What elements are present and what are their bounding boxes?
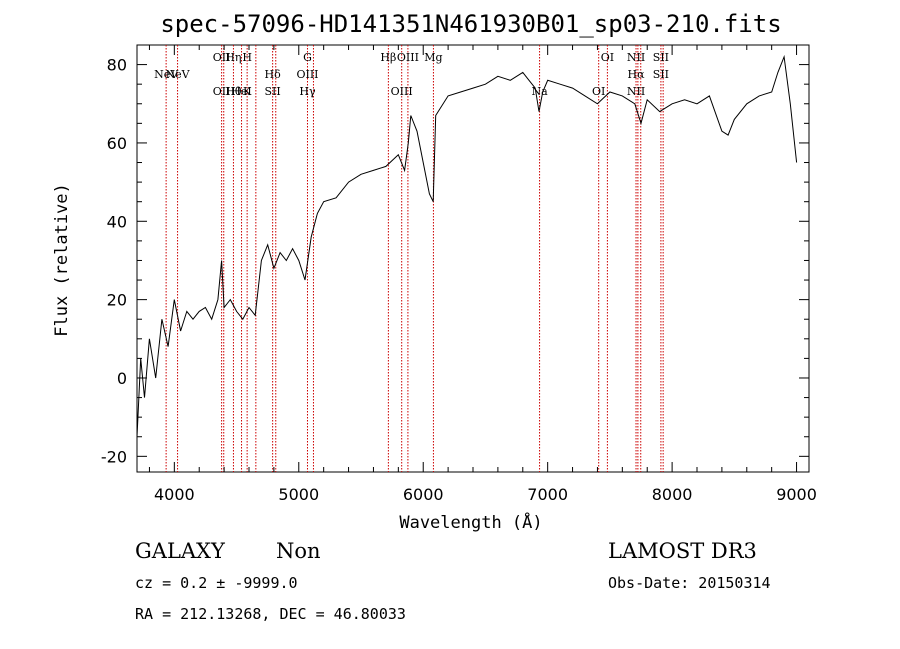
x-tick-label: 9000 [776, 485, 817, 504]
y-tick-label: 40 [107, 212, 127, 231]
line-marker-label: SII [653, 68, 669, 81]
line-marker-label: Hη [225, 51, 241, 64]
subclass-label: Non [276, 539, 321, 563]
line-marker-label: OII [213, 51, 231, 64]
y-tick-label: -20 [101, 447, 127, 466]
line-marker-label: OIII [397, 51, 419, 64]
y-tick-label: 20 [107, 291, 127, 310]
y-tick-label: 80 [107, 56, 127, 75]
spectrum-series-line [136, 54, 798, 437]
line-marker-label: OIII [391, 85, 413, 98]
line-marker-label: Mg [424, 51, 442, 64]
line-marker-label: K [243, 85, 252, 98]
y-tick-label: 60 [107, 134, 127, 153]
x-tick-label: 5000 [278, 485, 319, 504]
y-axis-ticks: -20 0 20 40 60 80 [101, 56, 809, 466]
line-marker-label: NII [627, 51, 645, 64]
x-tick-label: 7000 [527, 485, 568, 504]
line-marker-label: OI [601, 51, 614, 64]
line-marker-label: Hγ [299, 85, 316, 98]
class-label: GALAXY [135, 539, 226, 563]
line-marker-label: NeV [166, 68, 191, 81]
line-marker-label: NII [627, 85, 645, 98]
line-marker-label: OIII [296, 68, 318, 81]
x-tick-label: 6000 [403, 485, 444, 504]
ra-dec: RA = 212.13268, DEC = 46.80033 [135, 605, 406, 623]
x-tick-label: 8000 [652, 485, 693, 504]
obs-date: Obs-Date: 20150314 [608, 574, 771, 592]
line-marker-label: NeV [154, 68, 179, 81]
line-marker-label: Hβ [380, 51, 396, 64]
line-marker-label: OI [592, 85, 605, 98]
y-axis-label: Flux (relative) [52, 183, 72, 337]
line-marker-label: SII [653, 51, 669, 64]
x-axis-ticks: 4000 5000 6000 7000 8000 9000 [148, 45, 817, 504]
plot-frame [136, 44, 810, 473]
line-marker-label: HeI [231, 85, 251, 98]
line-marker-label: Hα [628, 68, 646, 81]
line-marker-label: OII [213, 85, 231, 98]
y-tick-label: 0 [117, 369, 127, 388]
line-marker-label: Hθ [225, 85, 242, 98]
survey-label: LAMOST DR3 [608, 539, 757, 563]
line-marker-label: Hδ [265, 68, 282, 81]
line-marker-label: SII [265, 85, 281, 98]
cz-value: cz = 0.2 ± -9999.0 [135, 574, 298, 592]
x-axis-label: Wavelength (Å) [399, 511, 542, 533]
x-tick-label: 4000 [154, 485, 195, 504]
line-marker-label: G [303, 51, 312, 64]
emission-line-labels: NeVNeVOIIOIIHηHθHeIHKHδSIIGOIIIHγHβOIIIO… [154, 51, 669, 98]
line-marker-label: H [242, 51, 252, 64]
emission-line-markers [165, 45, 664, 472]
chart-title: spec-57096-HD141351N461930B01_sp03-210.f… [160, 10, 781, 38]
